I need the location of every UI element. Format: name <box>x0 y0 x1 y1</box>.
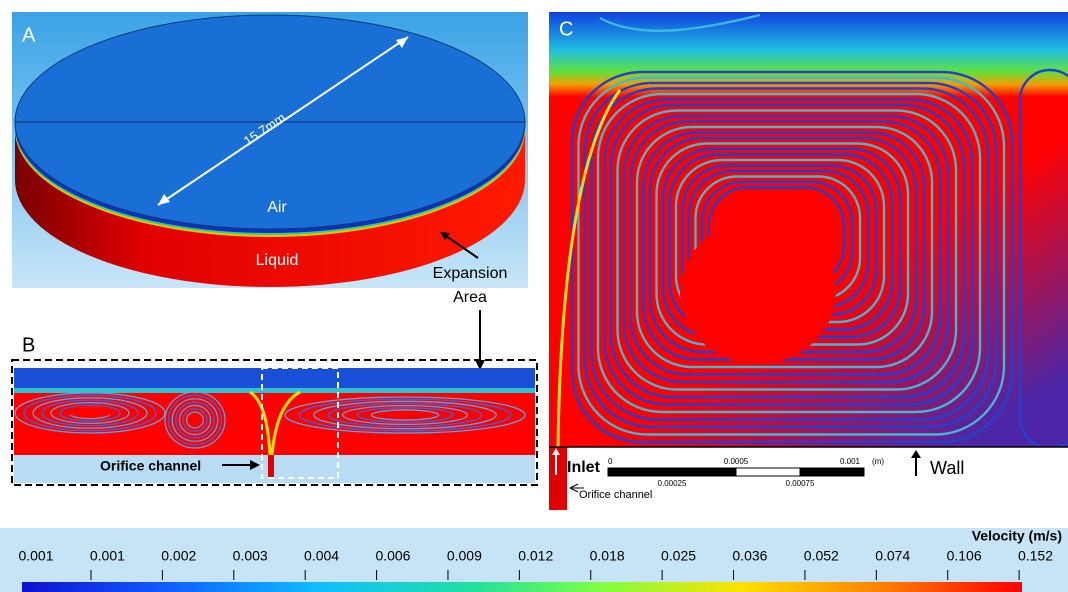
inlet-label: Inlet <box>567 459 601 476</box>
scale-label: 0.00075 <box>786 479 815 488</box>
scale-label: 0.00025 <box>658 479 687 488</box>
colorbar-tick-label: 0.004 <box>304 548 339 564</box>
shape <box>268 455 274 479</box>
vortex-core <box>680 220 836 364</box>
scale-label: 0 <box>608 457 613 466</box>
colorbar-tick-label: 0.052 <box>804 548 839 564</box>
orifice-label: Orifice channel <box>579 489 652 501</box>
colorbar-tick-label: 0.152 <box>1018 548 1053 564</box>
colorbar-tick-label: 0.002 <box>161 548 196 564</box>
colorbar-tick-label: 0.036 <box>732 548 767 564</box>
colorbar-tick-label: 0.074 <box>875 548 910 564</box>
panel-label: C <box>559 18 573 40</box>
shape <box>549 447 567 510</box>
shape <box>736 468 800 476</box>
shape <box>800 468 864 476</box>
panel-label: A <box>22 24 36 46</box>
scale-label: 0.001 <box>840 457 861 466</box>
liquid-label: Liquid <box>256 252 299 269</box>
colorbar-tick-label: 0.009 <box>447 548 482 564</box>
colorbar-tick-label: 0.003 <box>233 548 268 564</box>
shape <box>608 468 736 476</box>
air-label: Air <box>267 199 287 216</box>
annotation: Expansion <box>433 265 508 282</box>
colorbar-tick-label: 0.006 <box>375 548 410 564</box>
shape <box>22 582 1022 592</box>
figure: A 15.7mm Air Liquid Expansion Area B Ori… <box>0 0 1068 592</box>
colorbar-tick-label: 0.001 <box>18 548 53 564</box>
colorbar-tick-label: 0.106 <box>947 548 982 564</box>
shape <box>549 12 1068 97</box>
scale-label: 0.0005 <box>724 457 749 466</box>
colorbar-title: Velocity (m/s) <box>972 528 1062 544</box>
panel-label: B <box>22 334 35 356</box>
colorbar-tick-label: 0.018 <box>590 548 625 564</box>
shape <box>14 455 535 483</box>
shape <box>14 388 535 393</box>
colorbar-tick-label: 0.025 <box>661 548 696 564</box>
colorbar-tick-label: 0.012 <box>518 548 553 564</box>
wall-label: Wall <box>930 458 964 478</box>
colorbar-tick-label: 0.001 <box>90 548 125 564</box>
scale-unit: (m) <box>872 457 884 466</box>
annotation: Area <box>453 289 487 306</box>
vortex-core <box>65 407 115 417</box>
annotation: Orifice channel <box>100 458 201 474</box>
